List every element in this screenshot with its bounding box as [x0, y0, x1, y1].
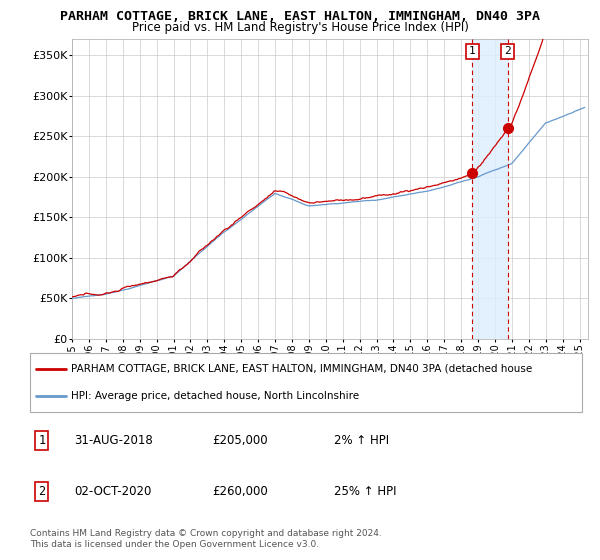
Text: 1: 1 [38, 434, 46, 447]
Text: £205,000: £205,000 [212, 434, 268, 447]
Text: HPI: Average price, detached house, North Lincolnshire: HPI: Average price, detached house, Nort… [71, 391, 359, 401]
Text: 2: 2 [38, 485, 46, 498]
Text: £260,000: £260,000 [212, 485, 268, 498]
Text: 1: 1 [469, 46, 476, 57]
Text: Contains HM Land Registry data © Crown copyright and database right 2024.
This d: Contains HM Land Registry data © Crown c… [30, 529, 382, 549]
Text: PARHAM COTTAGE, BRICK LANE, EAST HALTON, IMMINGHAM, DN40 3PA (detached house: PARHAM COTTAGE, BRICK LANE, EAST HALTON,… [71, 363, 533, 374]
Text: 2% ↑ HPI: 2% ↑ HPI [334, 434, 389, 447]
Text: 2: 2 [504, 46, 511, 57]
Text: 31-AUG-2018: 31-AUG-2018 [74, 434, 153, 447]
Text: Price paid vs. HM Land Registry's House Price Index (HPI): Price paid vs. HM Land Registry's House … [131, 21, 469, 34]
Bar [472, 39, 508, 339]
Text: PARHAM COTTAGE, BRICK LANE, EAST HALTON, IMMINGHAM, DN40 3PA: PARHAM COTTAGE, BRICK LANE, EAST HALTON,… [60, 10, 540, 23]
Text: 25% ↑ HPI: 25% ↑ HPI [334, 485, 396, 498]
FancyBboxPatch shape [30, 353, 582, 412]
Text: 02-OCT-2020: 02-OCT-2020 [74, 485, 152, 498]
